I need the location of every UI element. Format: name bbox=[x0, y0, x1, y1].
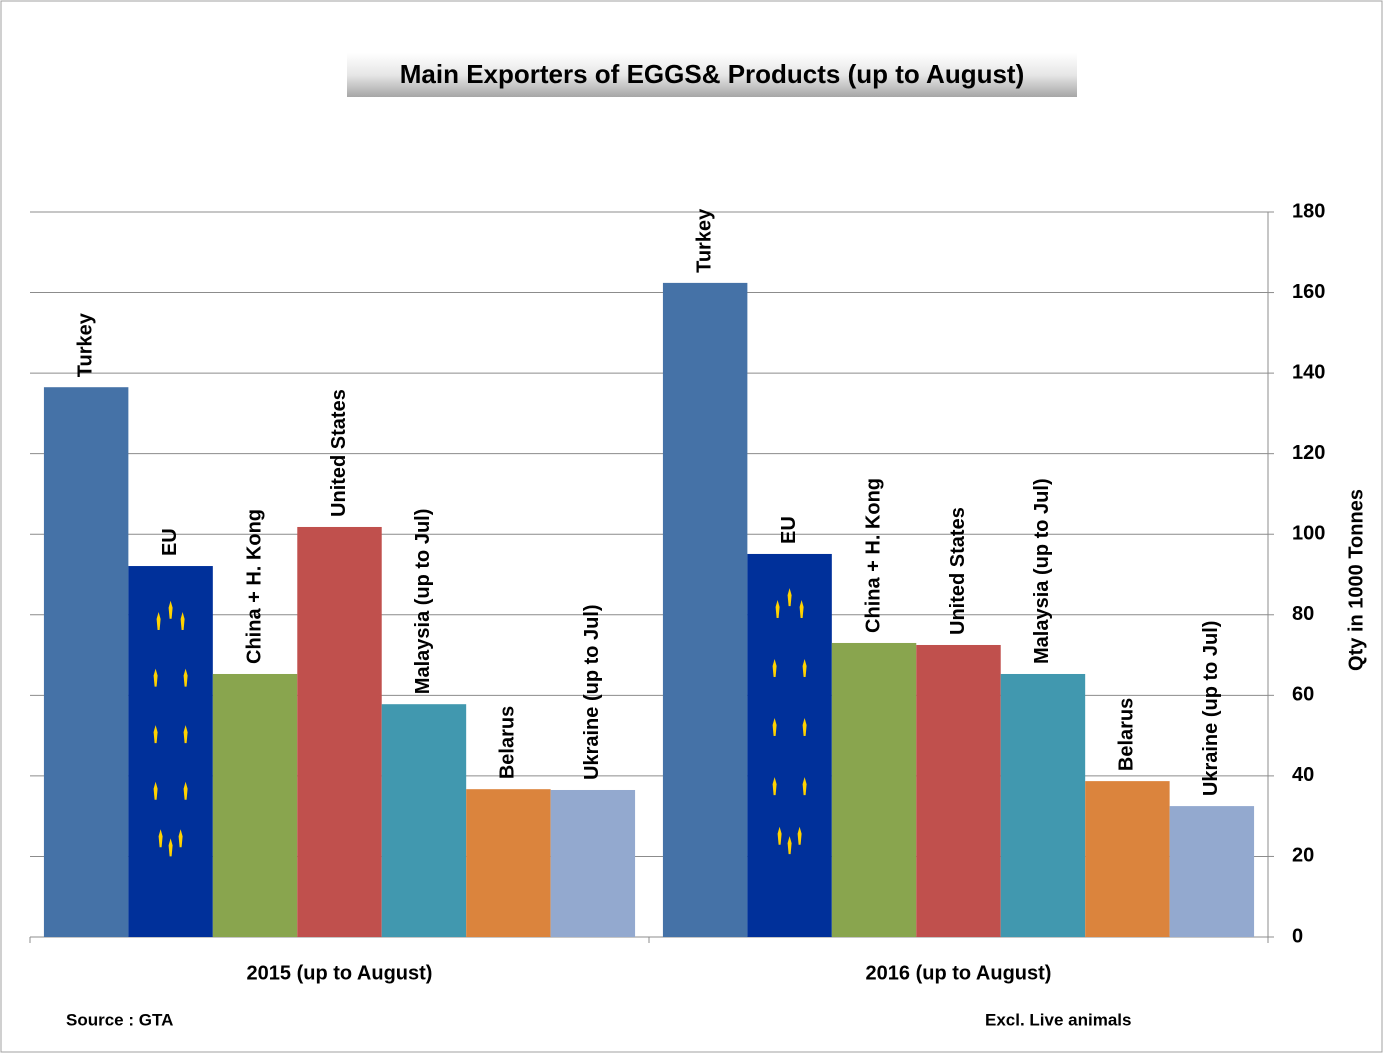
eu-star bbox=[802, 659, 807, 678]
eu-star bbox=[168, 600, 173, 619]
y-tick-label: 80 bbox=[1292, 603, 1314, 625]
data-label: Belarus bbox=[1116, 698, 1138, 771]
x-tick-label: 2016 (up to August) bbox=[866, 962, 1052, 984]
x-tick-label: 2015 (up to August) bbox=[247, 962, 433, 984]
bar bbox=[831, 642, 917, 937]
eu-star bbox=[153, 668, 158, 687]
y-tick-label: 40 bbox=[1292, 764, 1314, 786]
bar bbox=[1000, 673, 1086, 937]
eu-star bbox=[183, 668, 188, 687]
bar bbox=[297, 526, 382, 937]
data-label: United States bbox=[947, 507, 969, 635]
eu-star bbox=[797, 826, 802, 845]
eu-star bbox=[183, 781, 188, 800]
bar bbox=[43, 387, 129, 937]
data-label: EU bbox=[778, 516, 800, 544]
eu-star bbox=[153, 725, 158, 744]
bar bbox=[1085, 781, 1170, 937]
eu-star bbox=[772, 777, 777, 796]
y-tick-label: 120 bbox=[1292, 442, 1325, 464]
data-label: EU bbox=[159, 528, 181, 556]
data-label: United States bbox=[328, 389, 350, 517]
eu-star bbox=[153, 781, 158, 800]
bar bbox=[747, 553, 832, 937]
data-label: China + H. Kong bbox=[862, 478, 884, 633]
data-label: Belarus bbox=[497, 706, 519, 779]
bar bbox=[916, 644, 1001, 937]
eu-star bbox=[178, 829, 183, 848]
y-tick-label: 160 bbox=[1292, 281, 1325, 303]
eu-star bbox=[180, 612, 185, 631]
chart-title: Main Exporters of EGGS& Products (up to … bbox=[400, 59, 1025, 89]
data-label: Malaysia (up to Jul) bbox=[1031, 478, 1053, 664]
eu-star bbox=[802, 777, 807, 796]
eu-star bbox=[772, 659, 777, 678]
bar bbox=[550, 789, 636, 937]
eu-star bbox=[156, 612, 161, 631]
y-tick-label: 140 bbox=[1292, 361, 1325, 383]
bar bbox=[1169, 806, 1255, 937]
data-label: Ukraine (up to Jul) bbox=[581, 604, 603, 780]
eu-star bbox=[775, 599, 780, 618]
eu-star bbox=[799, 599, 804, 618]
bar bbox=[466, 789, 551, 937]
y-tick-label: 100 bbox=[1292, 523, 1325, 545]
data-label: Turkey bbox=[693, 208, 715, 273]
footnote: Excl. Live animals bbox=[985, 1010, 1131, 1029]
y-tick-label: 60 bbox=[1292, 684, 1314, 706]
data-label: China + H. Kong bbox=[243, 509, 265, 664]
y-tick-label: 20 bbox=[1292, 845, 1314, 867]
eu-star bbox=[777, 826, 782, 845]
eu-star bbox=[787, 588, 792, 607]
eu-star bbox=[802, 718, 807, 737]
y-tick-label: 0 bbox=[1292, 925, 1303, 947]
bar bbox=[662, 282, 748, 937]
eu-star bbox=[168, 838, 173, 857]
eu-star bbox=[158, 829, 163, 848]
y-axis-label: Qty in 1000 Tonnes bbox=[1345, 489, 1367, 671]
data-label: Malaysia (up to Jul) bbox=[412, 509, 434, 695]
bar bbox=[381, 704, 467, 937]
eu-star bbox=[183, 725, 188, 744]
bar bbox=[212, 673, 298, 937]
data-label: Turkey bbox=[74, 312, 96, 377]
y-tick-label: 180 bbox=[1292, 200, 1325, 222]
eu-star bbox=[787, 836, 792, 855]
title-box bbox=[347, 53, 1077, 97]
data-label: Ukraine (up to Jul) bbox=[1200, 621, 1222, 797]
bar bbox=[128, 566, 213, 937]
source-note: Source : GTA bbox=[66, 1010, 173, 1029]
eu-star bbox=[772, 718, 777, 737]
